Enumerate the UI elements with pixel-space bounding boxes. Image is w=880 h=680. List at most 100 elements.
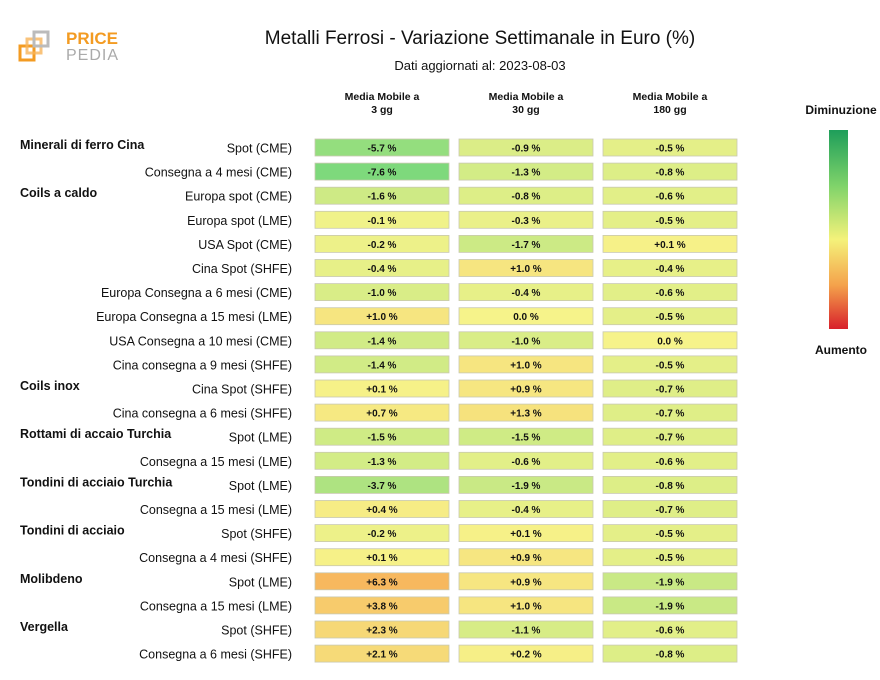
cell-value-label: -0.3 % [512,216,541,227]
cell-value-label: +0.1 % [366,385,398,396]
row-label: USA Consegna a 10 mesi (CME) [109,334,292,348]
legend-color-scale [829,130,848,329]
heatmap-cell [458,379,594,398]
cell-value-label: +0.4 % [366,505,398,516]
cell-value-label: -0.5 % [656,360,685,371]
heatmap-cell [602,644,738,663]
row-label: Spot (LME) [229,479,292,493]
heatmap-cell [458,572,594,591]
row-group-label: Rottami di accaio Turchia [20,427,172,441]
heatmap-cell [314,210,450,229]
heatmap-cell [602,210,738,229]
cell-value-label: -1.3 % [368,457,397,468]
cell-value-label: -0.4 % [512,288,541,299]
cell-value-label: +3.8 % [366,601,398,612]
cell-value-label: -0.5 % [656,216,685,227]
heatmap-cell [314,596,450,615]
heatmap-cell [314,355,450,374]
heatmap-cell [314,500,450,518]
column-header-line1: Media Mobile a [344,91,420,103]
heatmap-cell [314,307,450,326]
heatmap-cell [602,331,738,350]
cell-value-label: +1.0 % [366,312,398,323]
row-label: Consegna a 15 mesi (LME) [140,455,292,469]
cell-value-label: -1.5 % [368,433,397,444]
heatmap-cell [314,259,450,277]
cell-value-label: -0.8 % [656,168,685,179]
chart-subtitle: Dati aggiornati al: 2023-08-03 [394,58,566,73]
cell-value-label: +1.0 % [510,264,542,275]
cell-value-label: +6.3 % [366,577,398,588]
cell-value-label: +0.1 % [510,529,542,540]
cell-value-label: +2.3 % [366,626,398,637]
heatmap-cell [458,210,594,229]
row-label: Consegna a 15 mesi (LME) [140,503,292,517]
cell-value-label: -1.7 % [512,240,541,251]
cell-value-label: -1.5 % [512,433,541,444]
cell-value-label: 0.0 % [657,336,683,347]
cell-value-label: 0.0 % [513,312,539,323]
heatmap-cell [458,259,594,277]
cell-value-label: -1.3 % [512,168,541,179]
heatmap-cell [314,620,450,639]
heatmap-cell [314,283,450,302]
row-label: USA Spot (CME) [198,238,292,252]
row-label: Spot (SHFE) [221,527,292,541]
cell-value-label: -0.5 % [656,144,685,155]
row-label: Consegna a 4 mesi (CME) [145,166,292,180]
row-label: Cina Spot (SHFE) [192,383,292,397]
heatmap-cell [602,572,738,591]
row-label: Europa Consegna a 15 mesi (LME) [96,310,292,324]
row-label: Consegna a 4 mesi (SHFE) [139,551,292,565]
heatmap-cell [602,379,738,398]
cell-value-label: -0.5 % [656,553,685,564]
cell-value-label: +1.3 % [510,409,542,420]
heatmap-cell [314,644,450,663]
heatmap-cell [314,138,450,157]
heatmap-cell [602,475,738,494]
pricepedia-logo: PRICE PEDIA [18,26,138,76]
heatmap-cell [602,427,738,446]
heatmap-cell [602,548,738,567]
cell-value-label: -0.6 % [656,626,685,637]
column-header-30gg: Media Mobile a 30 gg [459,91,593,117]
cell-value-label: -1.9 % [512,481,541,492]
heatmap-cell [458,524,594,542]
row-group-label: Vergella [20,620,69,634]
cell-value-label: -1.0 % [512,336,541,347]
heatmap-cell [602,620,738,639]
row-label: Europa spot (LME) [187,214,292,228]
row-label: Spot (SHFE) [221,624,292,638]
cell-value-label: -1.9 % [656,601,685,612]
row-label: Cina Spot (SHFE) [192,262,292,276]
column-header-line1: Media Mobile a [632,91,708,103]
heatmap-cell [602,524,738,542]
row-group-label: Minerali di ferro Cina [20,138,145,152]
heatmap-cell [458,162,594,181]
logo-text-top: PRICE [66,29,118,48]
heatmap-cell [314,572,450,591]
heatmap-cell [314,451,450,470]
row-label: Spot (LME) [229,431,292,445]
heatmap-cell [458,451,594,470]
cell-value-label: -0.2 % [368,529,397,540]
legend-bottom-label: Aumento [815,343,867,357]
cell-value-label: +1.0 % [510,601,542,612]
cell-value-label: +0.9 % [510,385,542,396]
row-group-label: Molibdeno [20,572,83,586]
heatmap-cell [458,620,594,639]
cell-value-label: -0.7 % [656,505,685,516]
cell-value-label: +0.9 % [510,553,542,564]
cell-value-label: -0.5 % [656,312,685,323]
row-label: Spot (LME) [229,575,292,589]
heatmap-cell [314,379,450,398]
heatmap-cell [602,355,738,374]
cell-value-label: -0.6 % [656,192,685,203]
cell-value-label: -1.4 % [368,336,397,347]
heatmap-cell [602,500,738,518]
heatmap-cell [458,548,594,567]
cell-value-label: -0.6 % [512,457,541,468]
chart-title: Metalli Ferrosi - Variazione Settimanale… [264,28,696,49]
heatmap-cell [458,186,594,205]
